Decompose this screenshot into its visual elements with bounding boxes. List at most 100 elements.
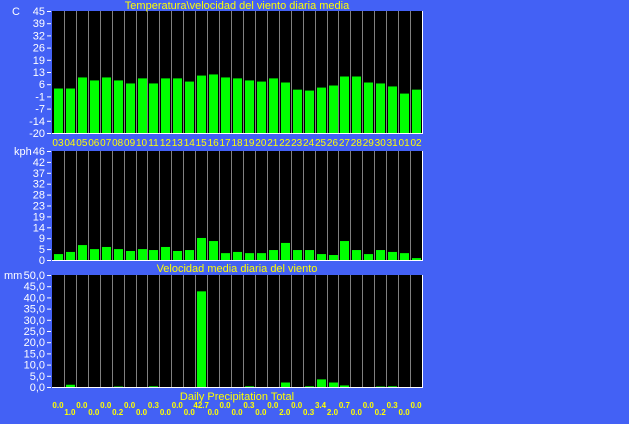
bar-25 [317,379,326,387]
x-tick-label: 30 [375,138,387,149]
bar-25 [317,254,326,260]
x-tick-label: 19 [243,138,255,149]
bar-27 [340,241,349,260]
y-tick-label: 26 [33,43,45,55]
bar-18 [233,78,242,133]
precip-value-label: 3.4 [315,401,327,410]
y-tick-label: 46 [33,146,45,158]
y-tick-label: 19 [33,55,45,67]
y-tick-label: 20,0 [24,337,45,349]
precip-value-label: 0.0 [136,408,148,417]
y-tick-label: 23 [33,201,45,213]
x-tick-label: 24 [303,138,315,149]
x-tick-label: 10 [136,138,148,149]
y-tick-label: 5,0 [30,371,45,383]
bar-13 [173,250,182,260]
y-tick-label: -7 [35,104,45,116]
y-tick-label: 39 [33,18,45,30]
precip-value-label: 0.0 [220,401,232,410]
bar-06 [90,249,99,260]
x-tick-label: 18 [231,138,243,149]
bar-20 [257,81,266,133]
x-tick-label: 20 [255,138,267,149]
bar-31 [388,86,397,133]
bar-24 [305,250,314,260]
y-axis-unit: kph [14,146,32,158]
x-tick-label: 06 [88,138,100,149]
precip-value-label: 0.0 [363,401,375,410]
bar-11 [149,386,158,387]
bar-14 [185,81,194,133]
precip-value-label: 0.0 [124,401,136,410]
bar-02 [412,258,421,260]
x-tick-label: 16 [208,138,220,149]
bar-26 [329,382,338,387]
y-tick-label: -1 [35,91,45,103]
y-tick-label: -20 [29,128,45,140]
precip-value-label: 0.3 [243,401,255,410]
y-tick-label: 15,0 [24,348,45,360]
bar-02 [412,89,421,133]
bar-03 [54,254,63,260]
y-axis-unit: mm [4,270,22,282]
chart-title: Velocidad media diaria del viento [157,263,318,275]
chart-title: Temperatura\velocidad del viento diaria … [125,0,350,12]
y-tick-label: 19 [33,211,45,223]
x-tick-label: 02 [410,138,422,149]
y-tick-label: 37 [33,168,45,180]
precip-value-label: 0.3 [148,401,160,410]
bar-11 [149,250,158,260]
precip-value-label: 0.0 [160,408,172,417]
y-tick-label: 0 [39,255,45,267]
bar-05 [78,245,87,260]
bar-16 [209,74,218,133]
x-tick-label: 26 [327,138,339,149]
precip-value-label: 0.0 [410,401,422,410]
bar-27 [340,76,349,133]
chart-title: Daily Precipitation Total [180,391,294,403]
bar-26 [329,255,338,260]
bar-26 [329,85,338,133]
bar-01 [400,93,409,133]
bar-12 [161,246,170,260]
x-tick-label: 17 [220,138,232,149]
bar-16 [209,241,218,260]
bar-28 [352,250,361,260]
bar-15 [197,237,206,260]
x-tick-label: 21 [267,138,279,149]
plot-area-2 [52,275,422,387]
y-tick-label: -14 [29,116,45,128]
y-tick-label: 9 [39,233,45,245]
x-tick-label: 28 [351,138,363,149]
y-axis-unit: C [12,6,20,18]
x-tick-label: 12 [160,138,172,149]
x-tick-label: 13 [172,138,184,149]
y-tick-label: 50,0 [24,270,45,282]
precip-value-label: 42.7 [193,401,209,410]
bar-15 [197,75,206,133]
bar-17 [221,253,230,260]
y-tick-label: 0,0 [30,382,45,394]
precip-value-label: 0.0 [100,401,112,410]
bar-07 [102,77,111,133]
x-tick-label: 31 [387,138,399,149]
y-tick-label: 35,0 [24,304,45,316]
y-tick-label: 40,0 [24,292,45,304]
bar-30 [376,83,385,133]
bar-27 [340,385,349,387]
bar-09 [126,250,135,260]
bar-24 [305,90,314,133]
bar-04 [66,88,75,133]
x-tick-label: 23 [291,138,303,149]
x-tick-label: 27 [339,138,351,149]
bar-21 [269,78,278,133]
y-tick-label: 28 [33,190,45,202]
bar-17 [221,77,230,133]
y-tick-label: 42 [33,157,45,169]
bar-23 [293,89,302,133]
x-tick-label: 14 [184,138,196,149]
precip-value-label: 0.0 [76,401,88,410]
bar-19 [245,80,254,133]
bar-12 [161,78,170,133]
